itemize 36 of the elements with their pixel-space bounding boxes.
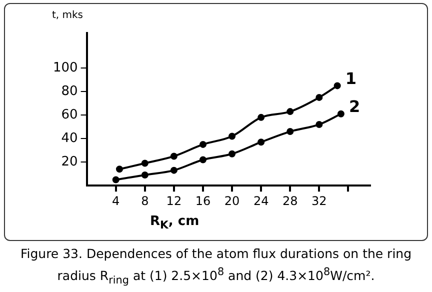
point [334, 82, 341, 90]
x-tick-label: 20 [224, 194, 240, 208]
x-tick-label: 12 [166, 194, 182, 208]
x-axis-title: R$_{K}$, cm [150, 214, 200, 232]
point [228, 150, 236, 158]
x-tick-label: 16 [195, 194, 211, 208]
series-label: 1 [345, 68, 356, 88]
point [258, 138, 265, 146]
x-tick-label: 8 [141, 194, 149, 208]
point [112, 176, 120, 184]
x-tick-label: 28 [282, 194, 298, 208]
point [258, 114, 265, 121]
x-tick-label: 4 [112, 194, 120, 208]
y-tick-label: 40 [61, 130, 78, 146]
x-tick-label: 32 [312, 194, 327, 208]
y-tick-label: 60 [61, 107, 78, 122]
x-tick-label: 24 [253, 194, 269, 208]
y-tick-label: 20 [61, 154, 78, 170]
point [316, 120, 323, 128]
point [316, 94, 323, 101]
point [199, 140, 206, 148]
point [337, 110, 344, 118]
y-tick-label: 80 [61, 84, 78, 99]
y-axis-title: t, mks [52, 10, 84, 21]
point [170, 152, 178, 160]
point [170, 166, 178, 174]
y-tick-label: 100 [52, 60, 78, 76]
series-label: 2 [348, 97, 360, 116]
point [199, 156, 206, 164]
point [286, 108, 294, 116]
point [228, 132, 236, 140]
point [141, 172, 148, 179]
caption: Figure 33. Dependences of the atom flux durations on the ring radius R$_{ring}$ at (1) 2.5×10$^{8}$ and (2) 4.3×10$^{8}$W/cm². [19, 245, 413, 289]
point [286, 128, 294, 136]
point [141, 160, 148, 167]
point [116, 166, 123, 173]
